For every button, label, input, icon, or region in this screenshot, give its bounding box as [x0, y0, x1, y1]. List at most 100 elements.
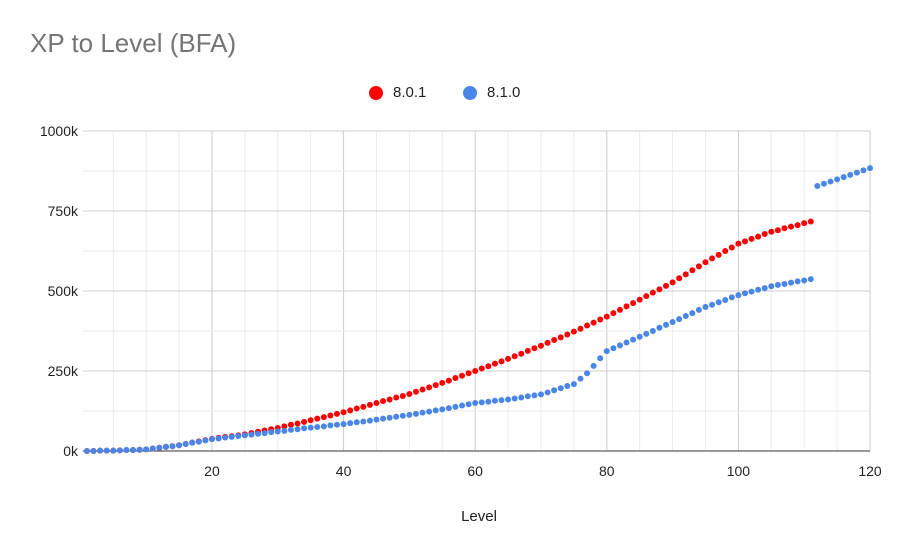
data-point-series-8-0-1 — [676, 275, 683, 282]
data-point-series-8-1-0 — [90, 448, 97, 454]
data-point-series-8-1-0 — [294, 426, 301, 433]
data-point-series-8-1-0 — [728, 294, 735, 301]
data-point-series-8-0-1 — [702, 259, 709, 266]
data-point-series-8-1-0 — [459, 402, 466, 409]
data-point-series-8-1-0 — [136, 446, 143, 453]
data-point-series-8-1-0 — [472, 400, 479, 406]
data-point-series-8-0-1 — [445, 377, 452, 384]
data-point-series-8-0-1 — [597, 316, 604, 323]
data-point-series-8-1-0 — [228, 433, 235, 440]
data-point-series-8-1-0 — [208, 436, 215, 443]
data-point-series-8-0-1 — [584, 322, 591, 329]
data-point-series-8-1-0 — [564, 383, 571, 390]
x-tick-label: 100 — [727, 463, 751, 479]
data-point-series-8-1-0 — [663, 321, 670, 328]
data-point-series-8-1-0 — [412, 410, 419, 417]
data-point-series-8-1-0 — [537, 391, 544, 398]
data-point-series-8-1-0 — [610, 345, 617, 352]
data-point-series-8-0-1 — [551, 336, 558, 343]
data-point-series-8-0-1 — [320, 414, 327, 421]
data-point-series-8-1-0 — [524, 393, 531, 400]
data-point-series-8-0-1 — [570, 328, 577, 335]
legend-item-8-0-1[interactable]: 8.0.1 — [369, 84, 426, 101]
data-point-series-8-1-0 — [274, 428, 281, 435]
data-point-series-8-1-0 — [439, 406, 446, 413]
data-point-series-8-0-1 — [505, 355, 512, 362]
data-point-series-8-1-0 — [498, 397, 505, 404]
data-point-series-8-0-1 — [380, 398, 387, 405]
data-point-series-8-1-0 — [748, 288, 755, 295]
data-point-series-8-0-1 — [294, 420, 301, 427]
data-point-series-8-1-0 — [485, 398, 492, 405]
data-point-series-8-0-1 — [498, 358, 505, 365]
data-point-series-8-0-1 — [472, 368, 479, 374]
data-point-series-8-1-0 — [584, 370, 591, 377]
data-point-series-8-0-1 — [564, 331, 571, 338]
data-point-series-8-1-0 — [241, 432, 248, 439]
data-point-series-8-0-1 — [768, 228, 775, 235]
y-tick-label: 750k — [48, 203, 79, 219]
data-point-series-8-1-0 — [333, 421, 340, 428]
data-point-series-8-1-0 — [215, 435, 222, 442]
data-point-series-8-0-1 — [491, 360, 498, 367]
data-point-series-8-1-0 — [505, 396, 512, 403]
data-point-series-8-0-1 — [557, 334, 564, 341]
data-point-series-8-1-0 — [307, 424, 314, 431]
data-point-series-8-1-0 — [393, 413, 400, 420]
legend-label: 8.1.0 — [487, 84, 521, 101]
data-point-series-8-1-0 — [544, 389, 551, 396]
x-axis-label: Level — [461, 508, 497, 525]
data-point-series-8-1-0 — [287, 426, 294, 433]
data-point-series-8-1-0 — [715, 299, 722, 306]
data-point-series-8-1-0 — [83, 448, 90, 454]
data-point-series-8-1-0 — [867, 165, 873, 172]
data-point-series-8-0-1 — [406, 391, 413, 398]
data-point-series-8-1-0 — [689, 310, 696, 317]
chart-title: XP to Level (BFA) — [30, 28, 237, 58]
data-point-series-8-1-0 — [491, 397, 498, 404]
data-point-series-8-1-0 — [169, 443, 176, 450]
data-point-series-8-1-0 — [630, 336, 637, 343]
data-point-series-8-1-0 — [827, 178, 834, 185]
data-point-series-8-0-1 — [333, 410, 340, 417]
data-point-series-8-0-1 — [327, 412, 334, 419]
data-point-series-8-0-1 — [741, 238, 748, 245]
data-point-series-8-1-0 — [853, 169, 860, 176]
legend-item-8-1-0[interactable]: 8.1.0 — [463, 84, 520, 101]
data-point-series-8-0-1 — [801, 220, 808, 227]
data-point-series-8-0-1 — [630, 300, 637, 307]
y-tick-label: 250k — [48, 363, 79, 379]
data-point-series-8-1-0 — [103, 447, 110, 454]
data-point-series-8-1-0 — [649, 328, 656, 334]
data-point-series-8-1-0 — [149, 445, 156, 452]
data-point-series-8-1-0 — [176, 442, 183, 449]
data-point-series-8-1-0 — [268, 429, 275, 436]
data-point-series-8-0-1 — [788, 223, 795, 230]
data-point-series-8-0-1 — [314, 415, 321, 422]
data-point-series-8-1-0 — [301, 425, 308, 432]
data-point-series-8-1-0 — [557, 385, 564, 392]
y-tick-label: 1000k — [40, 123, 79, 139]
x-tick-label: 60 — [467, 463, 483, 479]
data-point-series-8-1-0 — [807, 276, 814, 283]
data-point-series-8-1-0 — [399, 412, 406, 419]
data-point-series-8-0-1 — [577, 325, 584, 332]
data-point-series-8-0-1 — [728, 244, 735, 251]
y-tick-label: 500k — [48, 283, 79, 299]
data-point-series-8-1-0 — [432, 407, 439, 414]
data-point-series-8-1-0 — [820, 180, 827, 187]
data-point-series-8-0-1 — [452, 375, 459, 382]
data-point-series-8-1-0 — [222, 434, 229, 441]
data-point-series-8-1-0 — [643, 330, 650, 337]
data-point-series-8-1-0 — [366, 417, 373, 424]
data-point-series-8-1-0 — [781, 280, 788, 287]
data-point-series-8-1-0 — [255, 430, 262, 437]
data-point-series-8-1-0 — [834, 176, 841, 183]
data-point-series-8-0-1 — [511, 353, 518, 360]
data-point-series-8-1-0 — [623, 339, 630, 346]
data-point-series-8-0-1 — [794, 222, 801, 229]
data-point-series-8-0-1 — [636, 296, 643, 303]
data-point-series-8-0-1 — [689, 267, 696, 274]
data-point-series-8-1-0 — [597, 355, 604, 362]
data-point-series-8-1-0 — [814, 183, 821, 190]
